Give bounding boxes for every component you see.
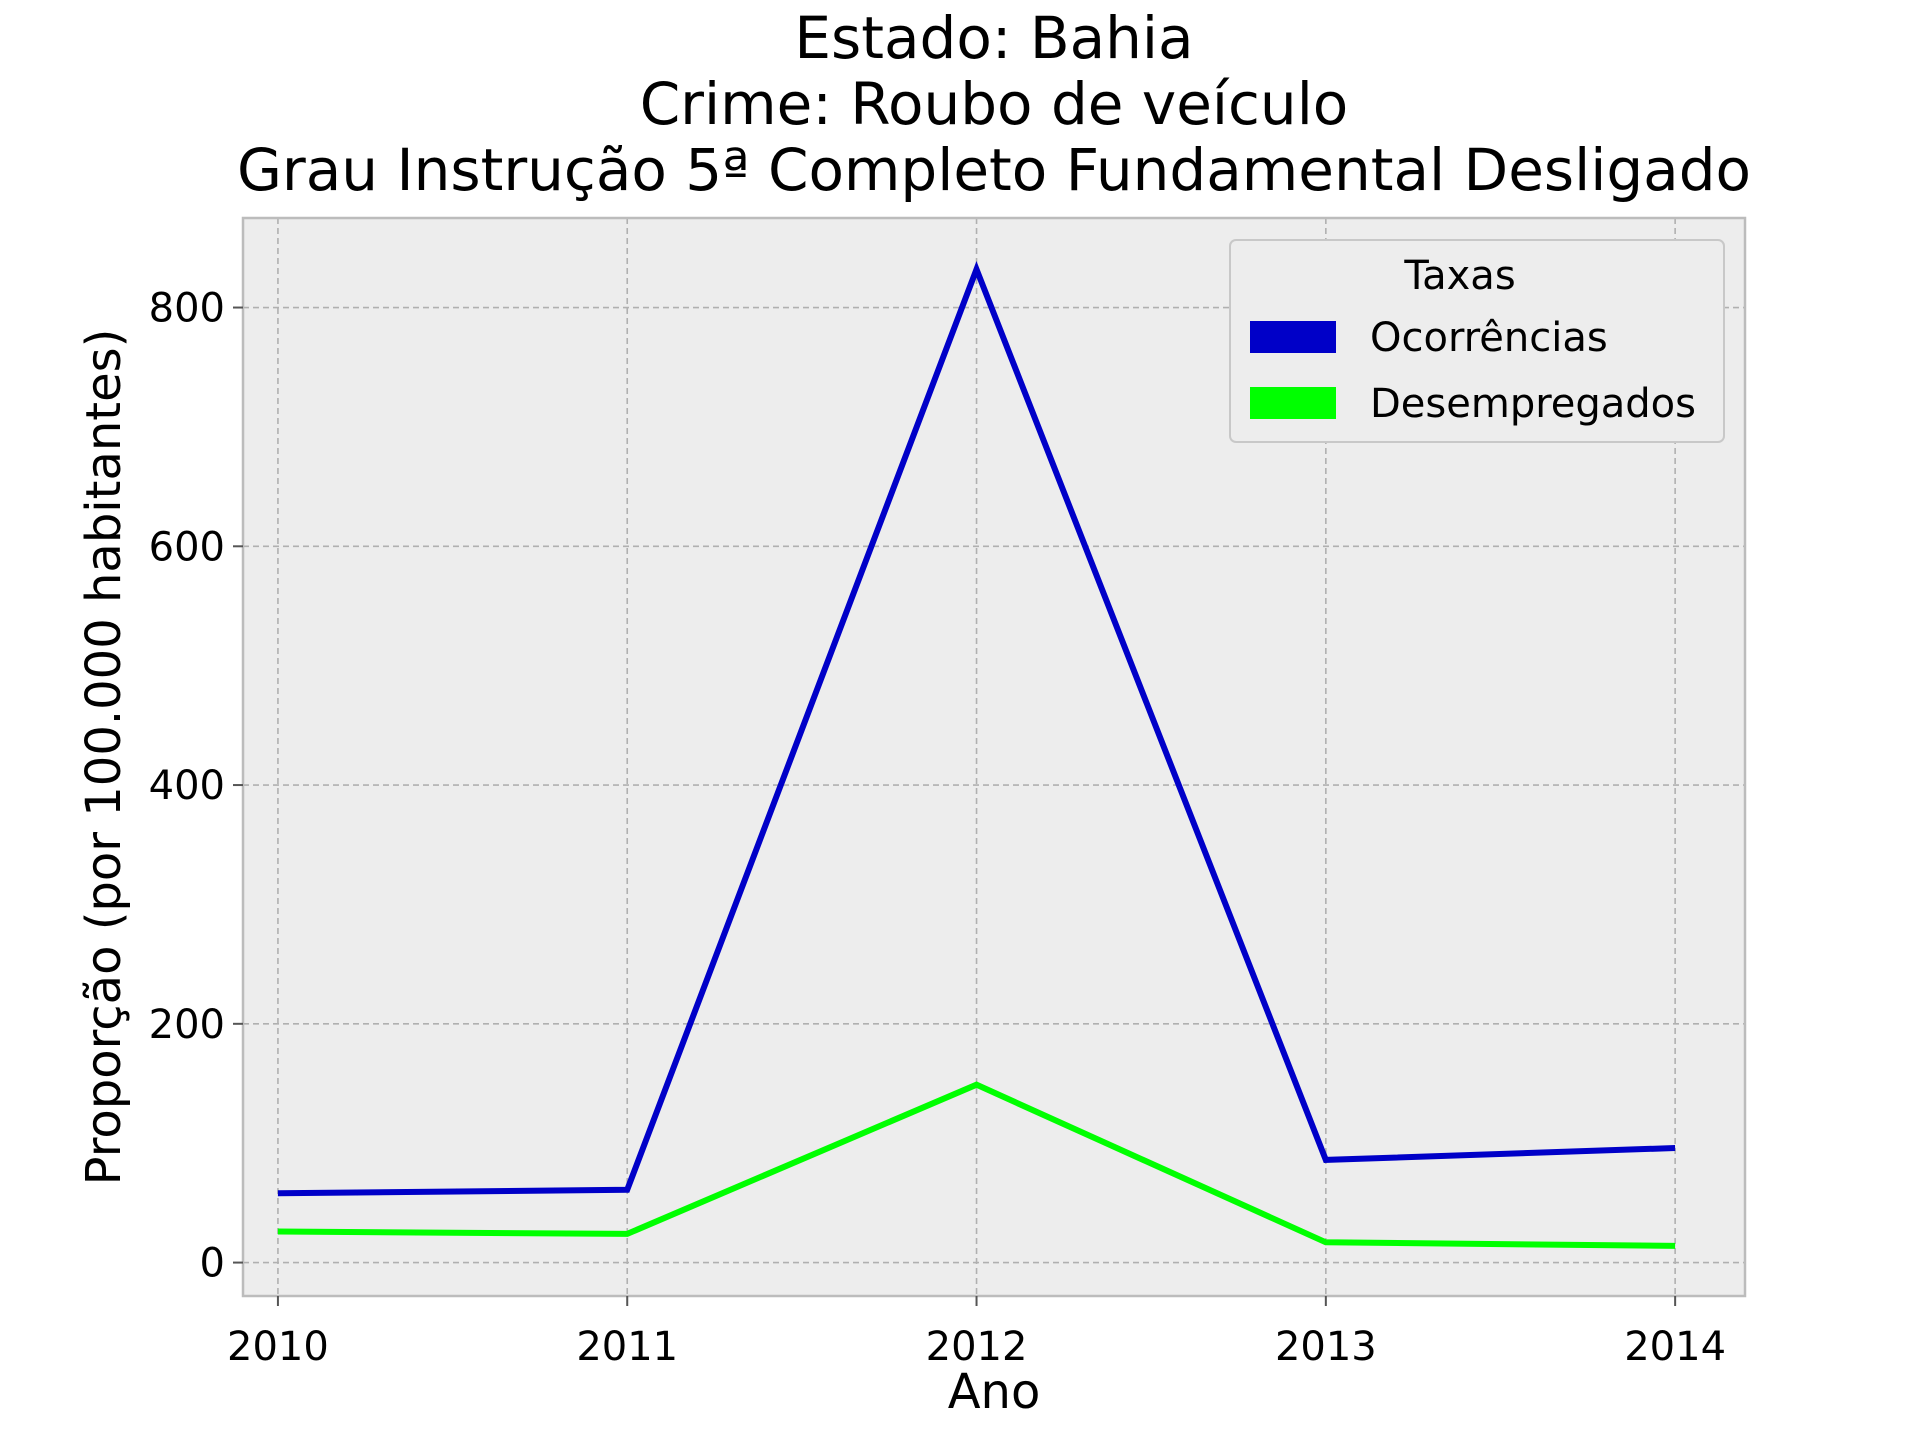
legend-label: Ocorrências bbox=[1370, 315, 1608, 361]
legend: Taxas Ocorrências Desempregados bbox=[1229, 239, 1725, 443]
chart-title: Estado: Bahia Crime: Roubo de veículo Gr… bbox=[237, 4, 1751, 204]
series-line-desempregados bbox=[277, 1081, 1676, 1249]
y-axis-label: Proporção (por 100.000 habitantes) bbox=[76, 329, 132, 1186]
y-axis: 0 200 400 600 800 bbox=[149, 286, 243, 1287]
x-tick-label: 2014 bbox=[1624, 1324, 1726, 1370]
x-axis: 2010 2011 2012 2013 2014 bbox=[227, 1296, 1726, 1370]
x-tick-label: 2012 bbox=[926, 1324, 1028, 1370]
grid-lines bbox=[243, 218, 1745, 1296]
y-tick-label: 200 bbox=[149, 1002, 225, 1048]
y-tick-label: 800 bbox=[149, 286, 225, 332]
x-axis-label: Ano bbox=[948, 1364, 1041, 1420]
series-layer bbox=[277, 260, 1676, 1249]
y-tick-label: 0 bbox=[200, 1241, 225, 1287]
legend-items: Ocorrências Desempregados bbox=[1250, 315, 1696, 427]
y-tick-label: 400 bbox=[149, 763, 225, 809]
y-tick-label: 600 bbox=[149, 524, 225, 570]
legend-swatch bbox=[1250, 321, 1336, 353]
title-line-3: Grau Instrução 5ª Completo Fundamental D… bbox=[237, 136, 1751, 204]
title-line-2: Crime: Roubo de veículo bbox=[640, 70, 1349, 138]
legend-swatch bbox=[1250, 387, 1336, 419]
x-tick-label: 2013 bbox=[1275, 1324, 1377, 1370]
legend-box bbox=[1229, 239, 1725, 443]
title-line-1: Estado: Bahia bbox=[794, 4, 1193, 72]
legend-label: Desempregados bbox=[1370, 381, 1696, 427]
x-tick-label: 2011 bbox=[576, 1324, 678, 1370]
x-tick-label: 2010 bbox=[227, 1324, 329, 1370]
legend-title: Taxas bbox=[1403, 253, 1515, 299]
plot-frame bbox=[241, 216, 1747, 1298]
series-line-ocorrencias bbox=[277, 260, 1676, 1197]
